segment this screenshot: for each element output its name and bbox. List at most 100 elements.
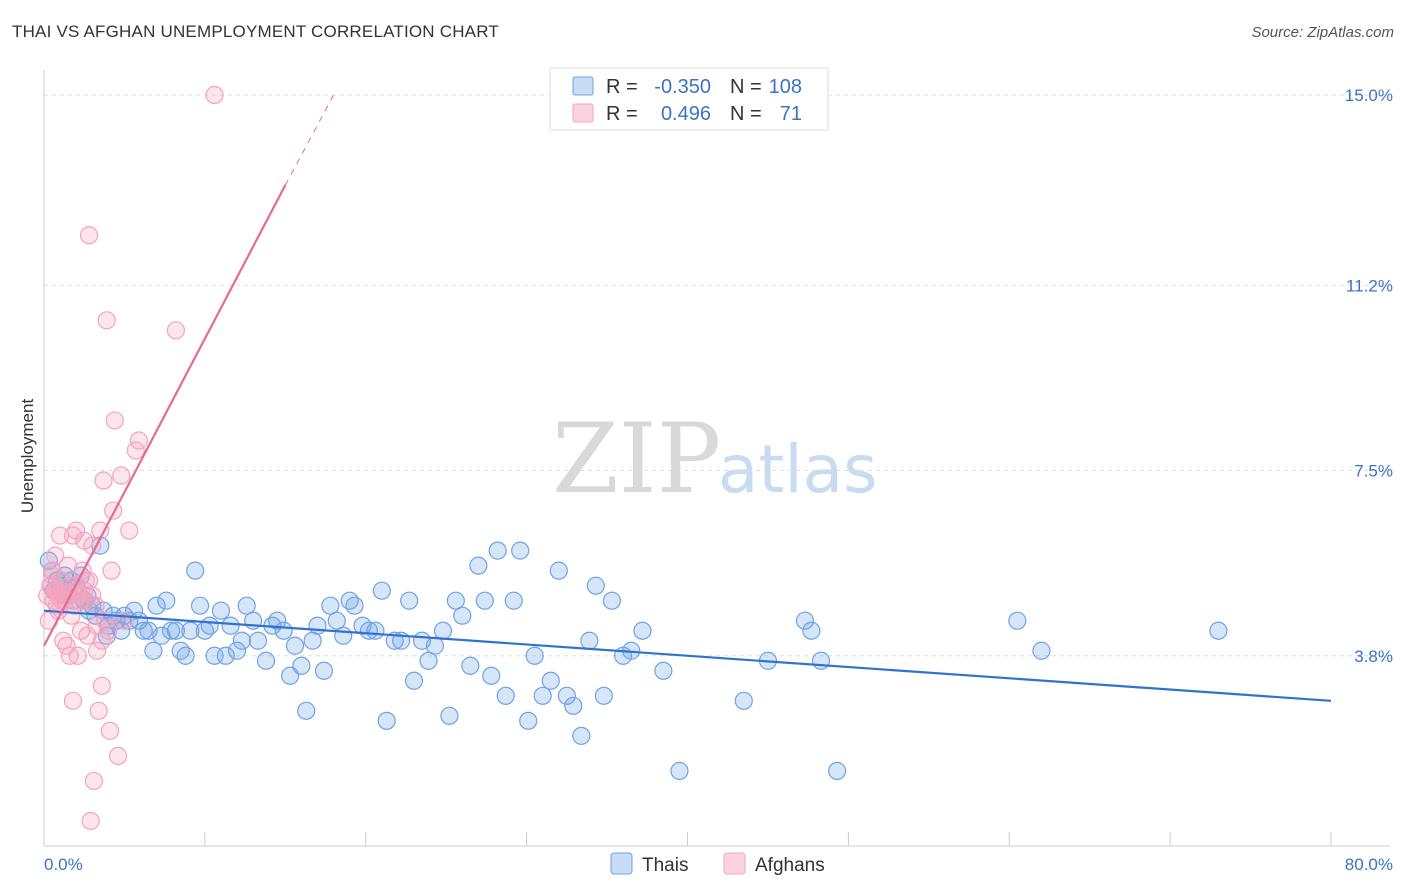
afghans-points xyxy=(38,85,224,831)
thais-point-36 xyxy=(190,596,210,615)
thais-point-76 xyxy=(433,621,453,640)
thais-point-62 xyxy=(340,591,359,610)
afghans-point-25 xyxy=(78,626,97,645)
y-tick-label-0: 3.8% xyxy=(1354,647,1393,666)
afghans-point-70 xyxy=(63,526,83,545)
thais-point-113 xyxy=(1209,621,1228,640)
afghans-point-44 xyxy=(112,466,131,485)
afghans-point-38 xyxy=(99,621,118,640)
y-axis-label: Unemployment xyxy=(18,399,37,514)
thais-point-87 xyxy=(511,541,530,560)
chart-title: THAI VS AFGHAN UNEMPLOYMENT CORRELATION … xyxy=(12,22,499,41)
thais-point-103 xyxy=(654,661,673,680)
afghans-point-27 xyxy=(81,811,100,831)
thais-point-51 xyxy=(274,621,293,640)
thais-point-28 xyxy=(152,626,171,645)
thais-point-31 xyxy=(166,621,186,640)
afghans-trendline xyxy=(43,184,287,647)
thais-point-108 xyxy=(802,621,821,640)
afghans-point-50 xyxy=(205,85,224,105)
thais-point-33 xyxy=(176,646,195,665)
thais-point-55 xyxy=(297,701,316,720)
legend-r-value-afghans: 0.496 xyxy=(661,103,711,125)
thais-point-60 xyxy=(327,611,346,630)
thais-point-40 xyxy=(211,601,231,620)
thais-point-79 xyxy=(453,606,472,625)
thais-point-97 xyxy=(586,576,605,595)
thais-point-104 xyxy=(670,761,689,781)
thais-point-83 xyxy=(482,666,501,685)
thais-point-61 xyxy=(334,626,353,645)
afghans-point-42 xyxy=(105,411,124,430)
legend-n-label-thais: N = xyxy=(730,76,762,98)
thais-point-66 xyxy=(366,621,385,640)
afghans-point-37 xyxy=(97,311,116,330)
thais-point-85 xyxy=(496,686,515,705)
watermark-atlas: atlas xyxy=(718,431,878,508)
thais-point-47 xyxy=(248,631,268,650)
trendlines xyxy=(43,94,1332,702)
legend-n-value-thais: 108 xyxy=(769,76,802,98)
bottom-legend: Thais Afghans xyxy=(610,852,825,876)
afghans-point-49 xyxy=(166,321,186,340)
thais-point-41 xyxy=(216,646,235,665)
thais-point-74 xyxy=(419,651,438,670)
afghans-point-69 xyxy=(46,581,65,600)
afghans-point-29 xyxy=(84,771,103,791)
legend-box xyxy=(549,67,829,131)
legend-r-label-thais: R = xyxy=(606,76,638,98)
y-tick-labels: 3.8% 7.5% 11.2% 15.0% xyxy=(1345,86,1393,666)
afghans-point-47 xyxy=(126,441,145,460)
thais-point-63 xyxy=(345,596,364,615)
thais-point-110 xyxy=(828,761,847,781)
thais-point-34 xyxy=(181,621,200,640)
legend: R = -0.350 N = 108 R = 0.496 N = 71 xyxy=(549,67,829,131)
afghans-point-67 xyxy=(92,631,112,650)
thais-point-35 xyxy=(186,561,205,580)
thais-point-84 xyxy=(488,541,507,560)
thais-point-67 xyxy=(372,581,391,600)
gridlines xyxy=(44,94,1390,657)
afghans-point-66 xyxy=(87,616,107,635)
thais-point-72 xyxy=(404,671,424,690)
thais-point-81 xyxy=(469,556,488,575)
bottom-legend-swatch-afghans xyxy=(723,852,746,875)
thais-point-58 xyxy=(314,661,334,680)
thais-point-91 xyxy=(541,671,560,690)
thais-point-80 xyxy=(461,656,480,675)
afghans-point-16 xyxy=(63,691,83,710)
legend-swatch-afghans xyxy=(572,103,594,123)
thais-point-26 xyxy=(144,641,163,660)
afghans-point-64 xyxy=(76,571,95,590)
thais-point-105 xyxy=(734,691,753,710)
bottom-legend-label-afghans: Afghans xyxy=(755,855,825,876)
thais-point-44 xyxy=(232,631,251,650)
thais-point-68 xyxy=(377,711,396,730)
y-tick-label-3: 15.0% xyxy=(1345,86,1393,105)
thais-point-82 xyxy=(475,591,494,610)
thais-point-88 xyxy=(519,711,538,730)
thais-point-112 xyxy=(1032,641,1051,660)
legend-swatch-thais xyxy=(572,76,594,96)
afghans-point-45 xyxy=(115,611,134,630)
thais-point-98 xyxy=(594,686,613,705)
afghans-trendline-extension xyxy=(284,94,335,186)
thais-point-78 xyxy=(446,591,465,610)
x-tick-label-min: 0.0% xyxy=(44,855,83,874)
x-tick-label-max: 80.0% xyxy=(1345,855,1393,874)
afghans-point-43 xyxy=(108,746,128,765)
thais-point-111 xyxy=(1008,611,1027,630)
thais-point-29 xyxy=(157,591,176,610)
afghans-point-40 xyxy=(102,561,121,580)
watermark: ZIP atlas xyxy=(552,403,878,515)
afghans-point-39 xyxy=(100,721,120,740)
source-label: Source: ZipAtlas.com xyxy=(1251,24,1394,41)
thais-point-96 xyxy=(580,631,599,650)
thais-point-24 xyxy=(134,621,153,640)
thais-point-32 xyxy=(171,641,190,660)
thais-point-27 xyxy=(147,596,166,615)
afghans-point-13 xyxy=(59,556,78,575)
afghans-point-48 xyxy=(129,431,149,450)
bottom-legend-label-thais: Thais xyxy=(642,855,688,876)
afghans-point-5 xyxy=(46,546,65,565)
